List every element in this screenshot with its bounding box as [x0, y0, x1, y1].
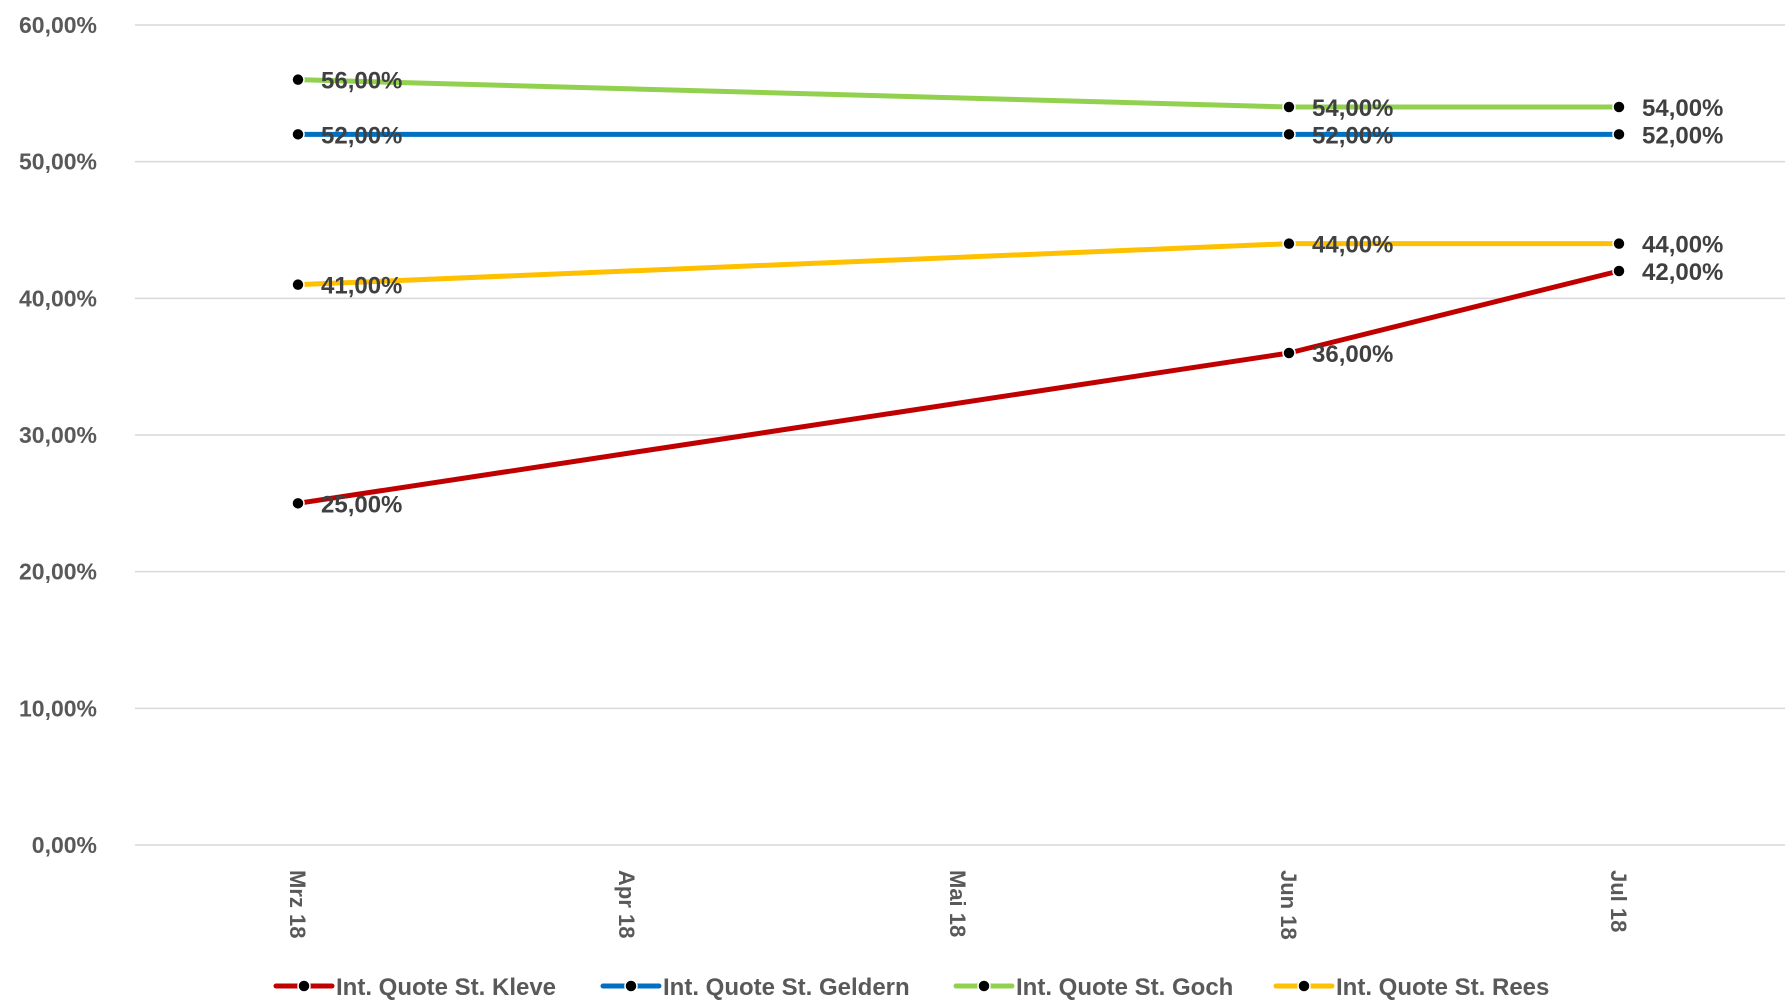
x-tick: Jul 18: [1606, 870, 1631, 932]
series-markers: [291, 72, 1626, 511]
x-axis: Mrz 18 Apr 18 Mai 18 Jun 18 Jul 18: [285, 870, 1631, 940]
data-point: [291, 72, 305, 87]
legend-label: Int. Quote St. Kleve: [336, 974, 556, 1001]
x-tick-label: Jun 18: [1276, 870, 1301, 940]
legend-item: Int. Quote St. Kleve: [273, 974, 556, 1001]
series-line: [295, 77, 1622, 110]
legend-label: Int. Quote St. Rees: [1336, 974, 1549, 1001]
data-point: [291, 127, 305, 142]
data-label: 56,00%: [321, 68, 402, 95]
data-point: [1282, 236, 1296, 251]
legend-marker: [624, 979, 638, 993]
y-tick-label: 20,00%: [19, 559, 97, 585]
y-tick-label: 50,00%: [19, 149, 97, 175]
x-tick: Jun 18: [1276, 870, 1301, 940]
data-label: 54,00%: [1312, 95, 1393, 122]
data-point: [1282, 100, 1296, 114]
y-axis: 0,00% 10,00% 20,00% 30,00% 40,00% 50,00% 60,00…: [19, 12, 97, 858]
data-point: [1282, 127, 1296, 142]
x-tick-label: Mrz 18: [285, 870, 310, 938]
x-tick-label: Apr 18: [614, 870, 639, 938]
series-lines: [295, 77, 1622, 506]
legend: Int. Quote St. Kleve Int. Quote St. Gelde…: [273, 974, 1549, 1001]
data-point: [1282, 346, 1296, 360]
y-tick-label: 30,00%: [19, 422, 97, 448]
data-label: 41,00%: [321, 273, 402, 300]
data-point: [291, 496, 305, 511]
y-tick-label: 60,00%: [19, 12, 97, 38]
data-point: [1612, 100, 1626, 114]
data-point: [1612, 127, 1626, 142]
legend-marker: [1297, 979, 1311, 993]
data-label: 52,00%: [1312, 122, 1393, 149]
series-line: [295, 241, 1622, 288]
legend-item: Int. Quote St. Goch: [953, 974, 1233, 1001]
legend-item: Int. Quote St. Rees: [1273, 974, 1549, 1001]
data-point: [1612, 236, 1626, 251]
data-label: 52,00%: [1642, 122, 1723, 149]
legend-label: Int. Quote St. Geldern: [663, 974, 910, 1001]
x-tick: Mrz 18: [285, 870, 310, 938]
x-tick-label: Mai 18: [945, 870, 970, 937]
data-point: [1612, 264, 1626, 278]
series-line: [295, 268, 1622, 506]
gridlines: [135, 24, 1785, 846]
y-tick-label: 0,00%: [32, 832, 97, 858]
data-label: 36,00%: [1312, 341, 1393, 368]
data-label: 25,00%: [321, 491, 402, 518]
data-point: [291, 277, 305, 292]
legend-marker: [977, 979, 991, 993]
data-label: 52,00%: [321, 122, 402, 149]
legend-item: Int. Quote St. Geldern: [600, 974, 910, 1001]
x-tick: Mai 18: [945, 870, 970, 937]
legend-label: Int. Quote St. Goch: [1016, 974, 1233, 1001]
data-label: 44,00%: [1642, 232, 1723, 259]
data-labels: 25,00% 36,00% 42,00% 52,00% 52,00% 52,00% 56,0…: [321, 68, 1723, 519]
y-tick-label: 10,00%: [19, 695, 97, 721]
y-tick-label: 40,00%: [19, 285, 97, 311]
legend-marker: [297, 979, 311, 993]
data-label: 54,00%: [1642, 95, 1723, 122]
data-label: 42,00%: [1642, 259, 1723, 286]
x-tick: Apr 18: [614, 870, 639, 938]
x-tick-label: Jul 18: [1606, 870, 1631, 932]
data-label: 44,00%: [1312, 232, 1393, 259]
